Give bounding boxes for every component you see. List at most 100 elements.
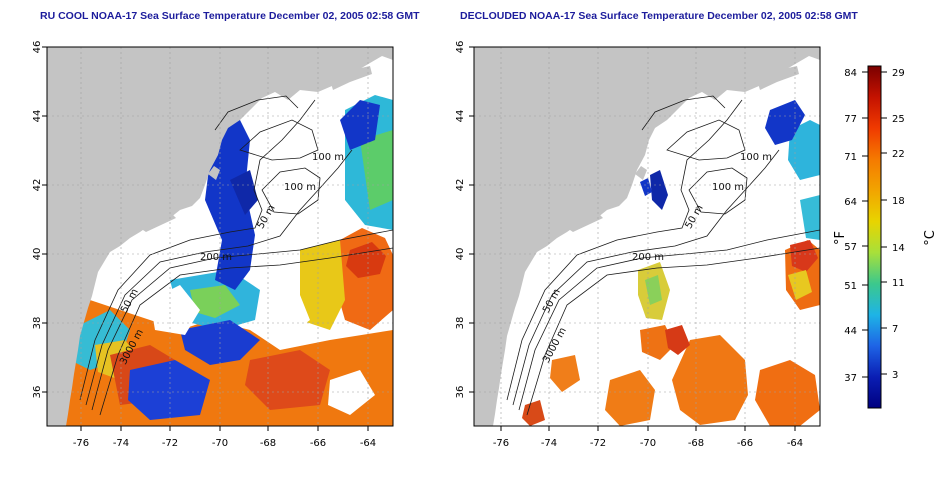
right-x-axis: -76 -74 -72 -70 -68 -66 -64 [493, 426, 803, 449]
right-sst-orange-south [672, 335, 748, 425]
left-contour-shelf [214, 95, 299, 131]
left-x-tick: -70 [212, 438, 228, 449]
left-sst-blue-southwest [128, 360, 210, 420]
right-land-longisland [567, 214, 603, 232]
left-contour-3000m [99, 247, 393, 416]
right-bathymetry-contours [506, 95, 820, 416]
right-sst-blue-gulf [650, 170, 668, 210]
colorbar-f-tick: 84 [844, 68, 857, 79]
colorbar-f-tick: 64 [844, 197, 857, 208]
colorbar-c-tick: 11 [892, 278, 905, 289]
left-contour-200m [91, 229, 393, 411]
left-sst-blue-gulf [230, 170, 258, 215]
colorbar-c-tick: 3 [892, 370, 898, 381]
left-contour-50m [79, 99, 316, 401]
colorbar-f-tick: 37 [844, 373, 857, 384]
right-x-tick: -74 [541, 438, 557, 449]
colorbar-c-tick: 7 [892, 324, 898, 335]
colorbar-f-tick: 44 [844, 326, 857, 337]
left-sst-yellow-band [300, 240, 345, 330]
right-sst-red-east [790, 240, 818, 272]
left-land [47, 47, 393, 426]
colorbar-c-tick: 14 [892, 243, 905, 254]
colorbar-fahrenheit-label: °F [833, 231, 848, 245]
right-x-tick: -76 [493, 438, 509, 449]
left-x-tick: -76 [73, 438, 89, 449]
left-bathymetry-contours [79, 95, 393, 416]
left-y-tick: 42 [32, 179, 43, 192]
right-sst-data [522, 100, 820, 426]
colorbar-c-ticks: 29 25 22 18 14 11 7 3 [892, 68, 905, 381]
right-map-panel: 100 m 100 m 50 m 200 m 50 m 3000 m -76 -… [455, 41, 821, 449]
left-contour-100m [85, 149, 353, 406]
left-sst-blue-northeast [340, 100, 380, 150]
left-x-tick: -74 [113, 438, 129, 449]
left-sst-data [60, 95, 393, 426]
left-land-capecod [208, 166, 220, 180]
left-y-tick: 46 [32, 41, 43, 54]
right-contour-3000m [526, 247, 820, 416]
right-land-capecod [635, 166, 647, 180]
right-x-tick: -64 [787, 438, 803, 449]
colorbar-c-tick: 18 [892, 196, 905, 207]
colorbar-f-ticks: 84 77 71 64 57 51 44 37 [844, 68, 857, 384]
left-x-tick: -64 [360, 438, 376, 449]
left-x-tick: -66 [310, 438, 326, 449]
left-sst-red-south [245, 350, 330, 410]
left-x-tick: -72 [162, 438, 178, 449]
left-y-tick: 38 [32, 317, 43, 330]
left-panel-title: RU COOL NOAA-17 Sea Surface Temperature … [40, 10, 420, 22]
right-sst-red-southwest [522, 400, 545, 426]
right-sst-blue-maine [640, 178, 652, 196]
right-x-tick: -66 [737, 438, 753, 449]
right-y-tick: 40 [455, 248, 466, 261]
colorbar-f-tick: 71 [844, 152, 857, 163]
colorbar-f-tick: 51 [844, 281, 857, 292]
right-sst-orange-southeast [755, 360, 820, 426]
right-contour-50m [506, 99, 743, 401]
left-grid [47, 47, 393, 426]
left-y-tick: 36 [32, 386, 43, 399]
left-y-tick: 40 [32, 248, 43, 261]
left-contour-gom [239, 119, 319, 161]
right-grid [474, 47, 820, 426]
right-y-tick: 44 [455, 110, 466, 123]
colorbar-c-tick: 22 [892, 149, 905, 160]
left-contour-label-100m-b: 100 m [284, 182, 316, 193]
colorbar-tick-marks [862, 71, 887, 378]
right-sst-orange-sw2 [550, 355, 580, 392]
right-frame [473, 46, 821, 427]
right-y-axis: 46 44 42 40 38 36 [455, 41, 474, 399]
right-sst-red-mid [665, 325, 690, 355]
temperature-colorbar: 84 77 71 64 57 51 44 37 29 25 22 18 14 1… [833, 65, 938, 409]
right-sst-cyan-east [800, 195, 820, 240]
right-sst-orange-southwest [605, 370, 655, 426]
right-contour-100m [512, 149, 780, 406]
left-x-axis: -76 -74 -72 -70 -68 -66 -64 [73, 426, 376, 449]
right-y-tick: 36 [455, 386, 466, 399]
colorbar-gradient [867, 65, 882, 409]
right-contour-label-100m-a: 100 m [740, 152, 772, 163]
right-sst-green-west [645, 275, 662, 305]
right-land [474, 47, 820, 426]
right-contour-label-100m-b: 100 m [712, 182, 744, 193]
left-land-longisland [140, 214, 176, 232]
right-panel-title: DECLOUDED NOAA-17 Sea Surface Temperatur… [460, 10, 858, 22]
left-map-panel: 100 m 100 m 50 m 200 m 50 m 3000 m -76 -… [32, 41, 394, 449]
right-contour-label-200m: 200 m [632, 252, 664, 263]
right-y-tick: 38 [455, 317, 466, 330]
left-land-novascotia [330, 66, 372, 90]
colorbar-f-tick: 77 [844, 114, 857, 125]
right-land-novascotia [757, 66, 799, 90]
left-cloud-patch-1 [150, 285, 200, 335]
left-contour-georges [261, 167, 321, 215]
colorbar-c-tick: 25 [892, 114, 905, 125]
left-contour-label-100m-a: 100 m [312, 152, 344, 163]
colorbar-f-tick: 57 [844, 242, 857, 253]
left-sst-green-mid [190, 285, 240, 318]
right-y-tick: 42 [455, 179, 466, 192]
right-contour-georges [688, 167, 748, 215]
right-sst-cyan-northeast [788, 120, 820, 180]
